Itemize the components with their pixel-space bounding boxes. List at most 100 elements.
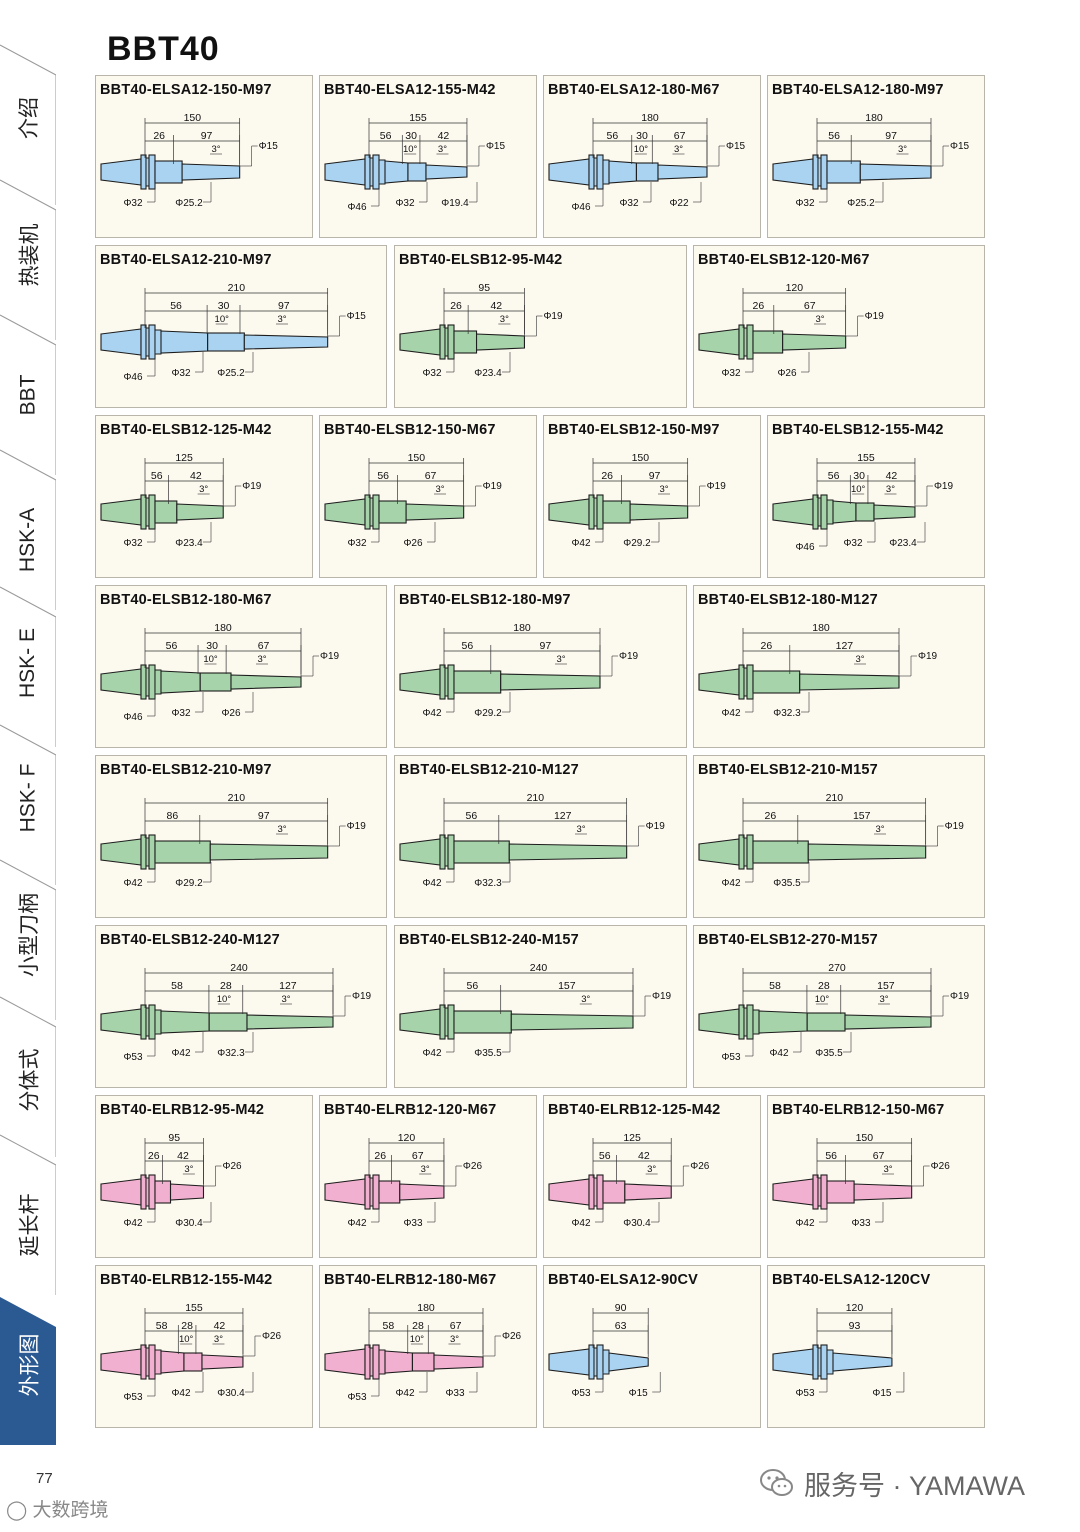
total-length-label: 240	[530, 962, 548, 974]
diameter-label: Φ26	[403, 538, 423, 549]
segment-length-label: 63	[615, 1320, 627, 1332]
diameter-label: Φ32	[123, 538, 143, 549]
segment-length-label: 56	[466, 810, 478, 822]
flange-ring	[746, 664, 754, 700]
segment-length-label: 42	[490, 300, 502, 312]
body-step	[453, 670, 502, 694]
tool-outline	[772, 1344, 893, 1380]
diameter-label: Φ32.3	[217, 1048, 245, 1059]
card-title: BBT40-ELSA12-210-M97	[100, 252, 272, 268]
body-step	[855, 502, 875, 522]
card-title: BBT40-ELSB12-210-M157	[698, 762, 878, 778]
tool-drawing: 150 56 67 3° Φ26 Φ42 Φ33	[772, 1132, 951, 1229]
segment-length-label: 93	[849, 1320, 861, 1332]
body-step	[154, 669, 162, 695]
flange-ring	[738, 664, 745, 700]
dimensions	[144, 118, 241, 167]
diameter-label: Φ32.3	[474, 878, 502, 889]
body-step	[826, 1180, 855, 1204]
diameter-label: Φ33	[851, 1218, 871, 1229]
body-step	[826, 1349, 834, 1375]
taper-cone	[324, 158, 366, 186]
flange-ring	[812, 1344, 819, 1380]
dimensions	[443, 968, 634, 1017]
body-step	[635, 162, 659, 182]
segment-length-label: 157	[558, 980, 576, 992]
segment-length-label: 26	[601, 470, 613, 482]
tip-diameter-label: Φ15	[726, 141, 746, 152]
segment-length-label: 56	[377, 470, 389, 482]
extension-body	[209, 843, 329, 861]
diameter-label: Φ25.2	[217, 368, 245, 379]
taper-cone	[324, 1178, 366, 1206]
angle-label: 3°	[581, 994, 590, 1005]
extension-body	[405, 503, 465, 521]
angle-label: 3°	[647, 1164, 656, 1175]
body-step	[453, 1010, 512, 1034]
card-title: BBT40-ELSA12-180-M67	[548, 82, 720, 98]
diameter-label: Φ33	[403, 1218, 423, 1229]
dimensions	[144, 1308, 244, 1357]
segment-length-label: 58	[769, 980, 781, 992]
body-step	[826, 499, 834, 525]
card-title: BBT40-ELSB12-155-M42	[772, 422, 944, 438]
card-title: BBT40-ELRB12-95-M42	[100, 1102, 265, 1118]
diameter-label: Φ35.5	[773, 878, 801, 889]
segment-length-label: 30	[405, 130, 417, 142]
drawing-card: BBT40-ELSB12-95-M42 95 26 42 3° Φ19 Φ32 Φ23.4	[394, 245, 687, 408]
body-step	[407, 162, 427, 182]
flange-ring	[588, 1344, 595, 1380]
dimensions	[592, 118, 708, 167]
tool-outline	[772, 494, 916, 530]
taper-cone	[698, 668, 740, 696]
card-title: BBT40-ELSB12-125-M42	[100, 422, 272, 438]
diameter-label: Φ26	[777, 368, 797, 379]
tip-diameter-label: Φ26	[931, 1161, 951, 1172]
card-title: BBT40-ELSB12-210-M97	[100, 762, 272, 778]
tool-drawing: 125 56 42 3° Φ26 Φ42 Φ30.4	[548, 1132, 710, 1229]
extension-body	[243, 334, 329, 350]
diameter-label: Φ29.2	[175, 878, 203, 889]
tip-diameter-label: Φ15	[950, 141, 970, 152]
dimensions	[742, 798, 927, 847]
angle-label: 3°	[556, 654, 565, 665]
flange-ring	[447, 834, 455, 870]
tip-diameter-label: Φ19	[352, 991, 372, 1002]
flange-ring	[140, 834, 147, 870]
card-title: BBT40-ELRB12-180-M67	[324, 1272, 497, 1288]
tool-outline	[324, 1174, 445, 1210]
diameter-label: Φ26	[221, 708, 241, 719]
body-step	[602, 500, 631, 524]
segment-length-label: 28	[818, 980, 830, 992]
tool-drawing: 180 56 97 3° Φ19 Φ42 Φ29.2	[399, 622, 639, 719]
diameter-label: Φ19.4	[441, 198, 469, 209]
taper-cone	[399, 838, 441, 866]
flange-ring	[820, 1174, 828, 1210]
angle-label: 3°	[674, 144, 683, 155]
tip-diameter-label: Φ19	[543, 311, 563, 322]
card-title: BBT40-ELSB12-180-M127	[698, 592, 878, 608]
taper-cone	[100, 158, 142, 186]
diameter-label: Φ42	[171, 1388, 191, 1399]
flange-ring	[596, 1174, 604, 1210]
segment-length-label: 26	[765, 810, 777, 822]
body-cone	[160, 1010, 210, 1034]
extension-body	[608, 1352, 649, 1372]
total-length-label: 210	[527, 792, 545, 804]
drawing-card: BBT40-ELSA12-150-M97 150 26 97 3° Φ15 Φ32 Φ25.2	[95, 75, 313, 238]
extension-body	[433, 1354, 484, 1370]
tool-drawing: 240 56 157 3° Φ19 Φ42 Φ35.5	[399, 962, 672, 1059]
card-title: BBT40-ELSB12-95-M42	[399, 252, 563, 268]
tool-outline	[100, 154, 241, 190]
segment-length-label: 30	[636, 130, 648, 142]
segment-length-label: 58	[171, 980, 183, 992]
segment-length-label: 56	[151, 470, 163, 482]
tip-diameter-label: Φ19	[945, 821, 965, 832]
page-title: BBT40	[107, 30, 220, 68]
segment-length-label: 56	[599, 1150, 611, 1162]
card-title: BBT40-ELSB12-240-M127	[100, 932, 280, 948]
angle-label: 3°	[257, 654, 266, 665]
diameter-label: Φ32	[171, 368, 191, 379]
drawing-card: BBT40-ELRB12-180-M67 180 58 28 67 10° 3° Φ26 Φ53…	[319, 1265, 537, 1428]
extension-body	[508, 843, 628, 861]
